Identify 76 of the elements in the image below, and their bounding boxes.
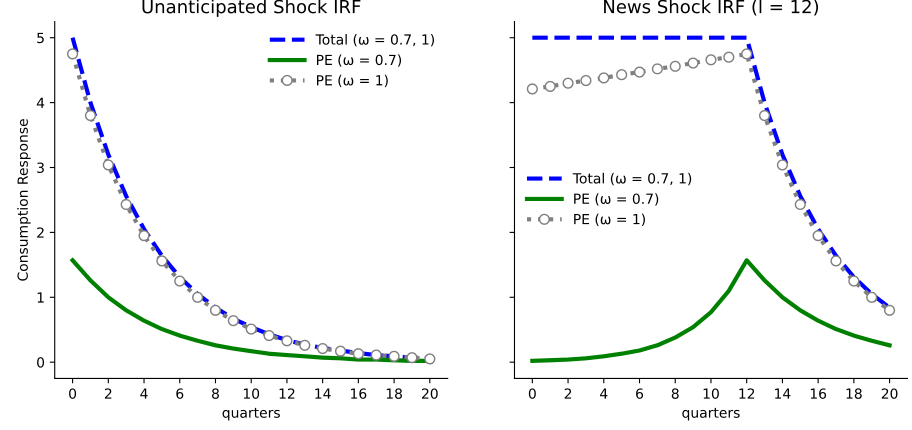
x-tick-label: 18	[386, 388, 402, 399]
point	[299, 340, 310, 351]
x-tick-label: 10	[704, 388, 719, 399]
legend-label: PE (ω = 1)	[574, 214, 645, 226]
x-tick-label: 6	[636, 388, 644, 399]
x-tick-label: 8	[672, 388, 679, 399]
point	[758, 110, 770, 122]
x-tick-label: 16	[351, 388, 366, 399]
point	[794, 198, 806, 210]
x-tick-label: 0	[69, 388, 76, 399]
point	[84, 110, 96, 122]
point	[652, 63, 663, 74]
x-tick-label: 18	[846, 388, 862, 399]
y-tick-label: 3	[37, 162, 44, 173]
y-tick-label: 1	[38, 292, 44, 303]
x-tick-label: 6	[176, 388, 184, 399]
point	[406, 352, 418, 364]
point	[156, 255, 168, 267]
legend-label: PE (ω = 1)	[317, 74, 388, 88]
point	[317, 342, 328, 354]
x-tick-label: 14	[775, 388, 790, 399]
point	[812, 230, 824, 242]
x-tick-label: 4	[600, 388, 608, 399]
point	[562, 78, 574, 89]
x-tick-label: 14	[315, 388, 331, 399]
point	[102, 159, 114, 170]
point	[246, 324, 257, 335]
point	[138, 230, 150, 242]
point	[598, 72, 610, 84]
point	[866, 292, 878, 303]
point	[741, 48, 752, 60]
point	[210, 304, 222, 316]
x-tick-label: 2	[104, 388, 112, 399]
legend-label: Total (ω = 0.7, 1)	[572, 172, 692, 186]
y-axis-title: Consumption Response	[17, 119, 31, 281]
x-tick-label: 12	[280, 388, 294, 399]
point	[228, 315, 239, 326]
y-tick-label: 0	[37, 357, 44, 368]
point	[174, 276, 186, 287]
point	[281, 335, 292, 346]
point	[67, 48, 78, 60]
y-tick-label: 2	[37, 227, 44, 238]
point	[634, 66, 646, 78]
point	[723, 52, 734, 63]
legend-label: PE (ω = 0.7)	[574, 193, 658, 206]
point	[526, 83, 538, 95]
x-tick-label: 4	[140, 388, 148, 399]
x-axis-title: quarters	[222, 408, 280, 421]
point	[884, 304, 896, 316]
x-tick-label: 0	[528, 388, 536, 399]
x-axis-title: quarters	[682, 408, 740, 421]
point	[616, 69, 628, 80]
point	[830, 255, 842, 267]
y-tick-label: 4	[36, 98, 44, 108]
point	[352, 348, 364, 360]
legend-label: PE (ω = 0.7)	[317, 54, 402, 67]
x-tick-label: 16	[810, 388, 826, 399]
legend-label: Total (ω = 0.7, 1)	[316, 34, 434, 46]
point	[580, 74, 592, 86]
x-tick-label: 2	[564, 388, 572, 399]
x-tick-label: 12	[739, 388, 754, 399]
point	[424, 353, 436, 364]
point	[370, 349, 382, 361]
point	[120, 198, 132, 210]
point	[670, 60, 681, 72]
point	[192, 292, 204, 303]
x-tick-label: 20	[422, 388, 438, 399]
x-tick-label: 20	[882, 388, 898, 399]
point	[705, 54, 717, 66]
point	[776, 159, 788, 170]
point	[264, 330, 275, 342]
point	[334, 346, 346, 357]
point	[388, 350, 400, 362]
x-tick-label: 10	[244, 388, 260, 399]
x-tick-label: 8	[212, 388, 219, 399]
y-tick-label: 5	[37, 32, 44, 44]
